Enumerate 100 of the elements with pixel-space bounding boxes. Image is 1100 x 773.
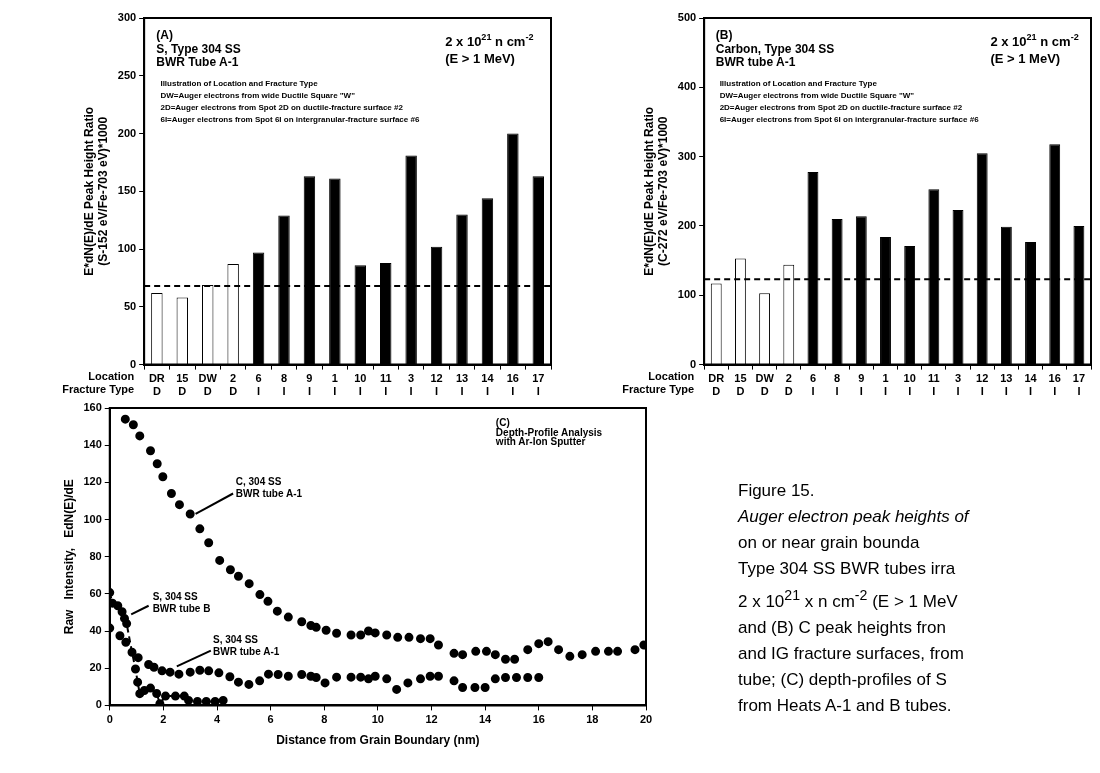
- point: [490, 650, 500, 660]
- x-axis-title: Location Fracture Type: [62, 369, 135, 395]
- x-tick-label: 12 I: [430, 372, 443, 398]
- x-tick-label: 10: [371, 713, 384, 726]
- text: 2 x 10$^{21}$ x n cm$^{-2}$ (E > 1 MeV: [738, 586, 959, 613]
- x-tick-label: 4: [213, 713, 221, 726]
- x-tick-label: DR D: [148, 372, 165, 398]
- y-tick-label: 250: [117, 68, 137, 81]
- point: [404, 632, 414, 642]
- point: [204, 538, 214, 548]
- point: [481, 646, 491, 656]
- x-tick-label: 11 I: [379, 372, 392, 398]
- point: [195, 524, 205, 534]
- point: [501, 654, 510, 664]
- x-tick-label: 11 I: [928, 372, 940, 398]
- point: [393, 632, 403, 642]
- x-tick-label: 8 I: [280, 372, 288, 398]
- x-tick-label: 13 I: [455, 372, 469, 398]
- annotation: DW=Auger electrons from wide Ductile Square "W": [160, 91, 356, 101]
- y-tick-label: 80: [89, 549, 102, 562]
- x-tick-label: DW D: [198, 372, 218, 398]
- y-tick-label: 500: [677, 11, 697, 24]
- annotation: DW=Auger electrons from wide Ductile Square "W": [719, 91, 915, 101]
- point: [332, 628, 342, 638]
- point: [630, 645, 640, 655]
- y-axis-title: E*dN(E)/dE Peak Height Ratio (S-152 eV/Fe-703 eV)*1000: [81, 106, 110, 276]
- y-tick-label: 50: [123, 299, 137, 312]
- point: [425, 634, 435, 644]
- text: Auger electron peak heights of: [738, 506, 971, 528]
- x-tick-label: 9 I: [858, 372, 865, 398]
- x-axis-title: Distance from Grain Boundary (nm): [276, 733, 480, 748]
- point: [332, 672, 342, 682]
- point: [283, 612, 293, 622]
- x-tick-label: 12: [425, 713, 438, 726]
- y-axis-title: Raw Intensity, EdN(E)/dE: [61, 479, 76, 635]
- x-tick-label: 10 I: [903, 372, 916, 398]
- x-tick-label: 1 I: [882, 372, 889, 398]
- text: on or near grain bounda: [738, 532, 921, 554]
- point: [214, 668, 224, 678]
- x-tick-label: 20: [639, 713, 653, 726]
- point: [149, 662, 159, 672]
- point: [263, 669, 273, 679]
- point: [244, 679, 254, 689]
- x-tick-label: 2: [160, 713, 167, 726]
- text: S, 304 SS BWR tube B: [152, 591, 211, 615]
- y-axis-title: E*dN(E)/dE Peak Height Ratio (C-272 eV/Fe-703 eV)*1000: [641, 106, 670, 276]
- x-tick-label: 8 I: [834, 372, 841, 398]
- point: [152, 689, 162, 698]
- y-tick-label: 0: [690, 357, 697, 370]
- point: [128, 420, 138, 430]
- point: [416, 674, 426, 684]
- text: and (B) C peak heights fron: [738, 616, 947, 639]
- annotation: 6I=Auger electrons from Spot 6I on intergranular-fracture surface #6: [160, 115, 420, 125]
- point: [470, 683, 480, 693]
- point: [195, 665, 205, 675]
- point: [283, 671, 293, 681]
- annotation: Depth-Profile Analysis: [495, 427, 603, 439]
- x-tick-label: 6: [267, 713, 274, 726]
- point: [613, 646, 623, 656]
- y-tick-label: 60: [89, 586, 102, 599]
- y-tick-label: 40: [89, 624, 102, 637]
- point: [554, 645, 564, 655]
- point: [433, 671, 443, 681]
- annotation: Illustration of Location and Fracture Type: [160, 79, 319, 89]
- y-tick-label: 160: [83, 401, 102, 414]
- x-tick-label: 17 I: [532, 372, 545, 398]
- point: [166, 489, 176, 498]
- y-tick-label: 100: [677, 288, 697, 301]
- point: [297, 670, 307, 680]
- x-tick-label: 0: [106, 713, 113, 726]
- point: [165, 667, 175, 677]
- point: [255, 676, 265, 686]
- point: [135, 431, 145, 441]
- x-tick-label: 18: [586, 713, 599, 726]
- point: [501, 673, 510, 683]
- text: Type 304 SS BWR tubes irra: [738, 558, 957, 580]
- x-tick-label: 2 D: [229, 372, 238, 398]
- annotation: 6I=Auger electrons from Spot 6I on intergranular-fracture surface #6: [719, 115, 980, 125]
- point: [215, 555, 225, 565]
- annotation: Carbon, Type 304 SS: [715, 41, 835, 56]
- point: [311, 673, 321, 683]
- point: [122, 619, 132, 629]
- point: [225, 672, 235, 682]
- point: [534, 639, 544, 649]
- x-tick-label: DR D: [708, 372, 725, 398]
- x-tick-label: 8: [321, 713, 328, 726]
- point: [185, 509, 195, 519]
- text: Figure 15.: [738, 480, 816, 502]
- point: [157, 666, 167, 676]
- y-tick-label: 140: [83, 438, 102, 451]
- point: [320, 678, 330, 688]
- point: [204, 666, 214, 676]
- point: [244, 579, 254, 589]
- point: [433, 640, 443, 650]
- y-tick-label: 150: [117, 184, 137, 197]
- point: [321, 625, 331, 635]
- point: [471, 646, 481, 656]
- y-tick-label: 20: [89, 661, 102, 674]
- y-tick-label: 100: [83, 512, 102, 525]
- annotation: (C): [495, 416, 510, 428]
